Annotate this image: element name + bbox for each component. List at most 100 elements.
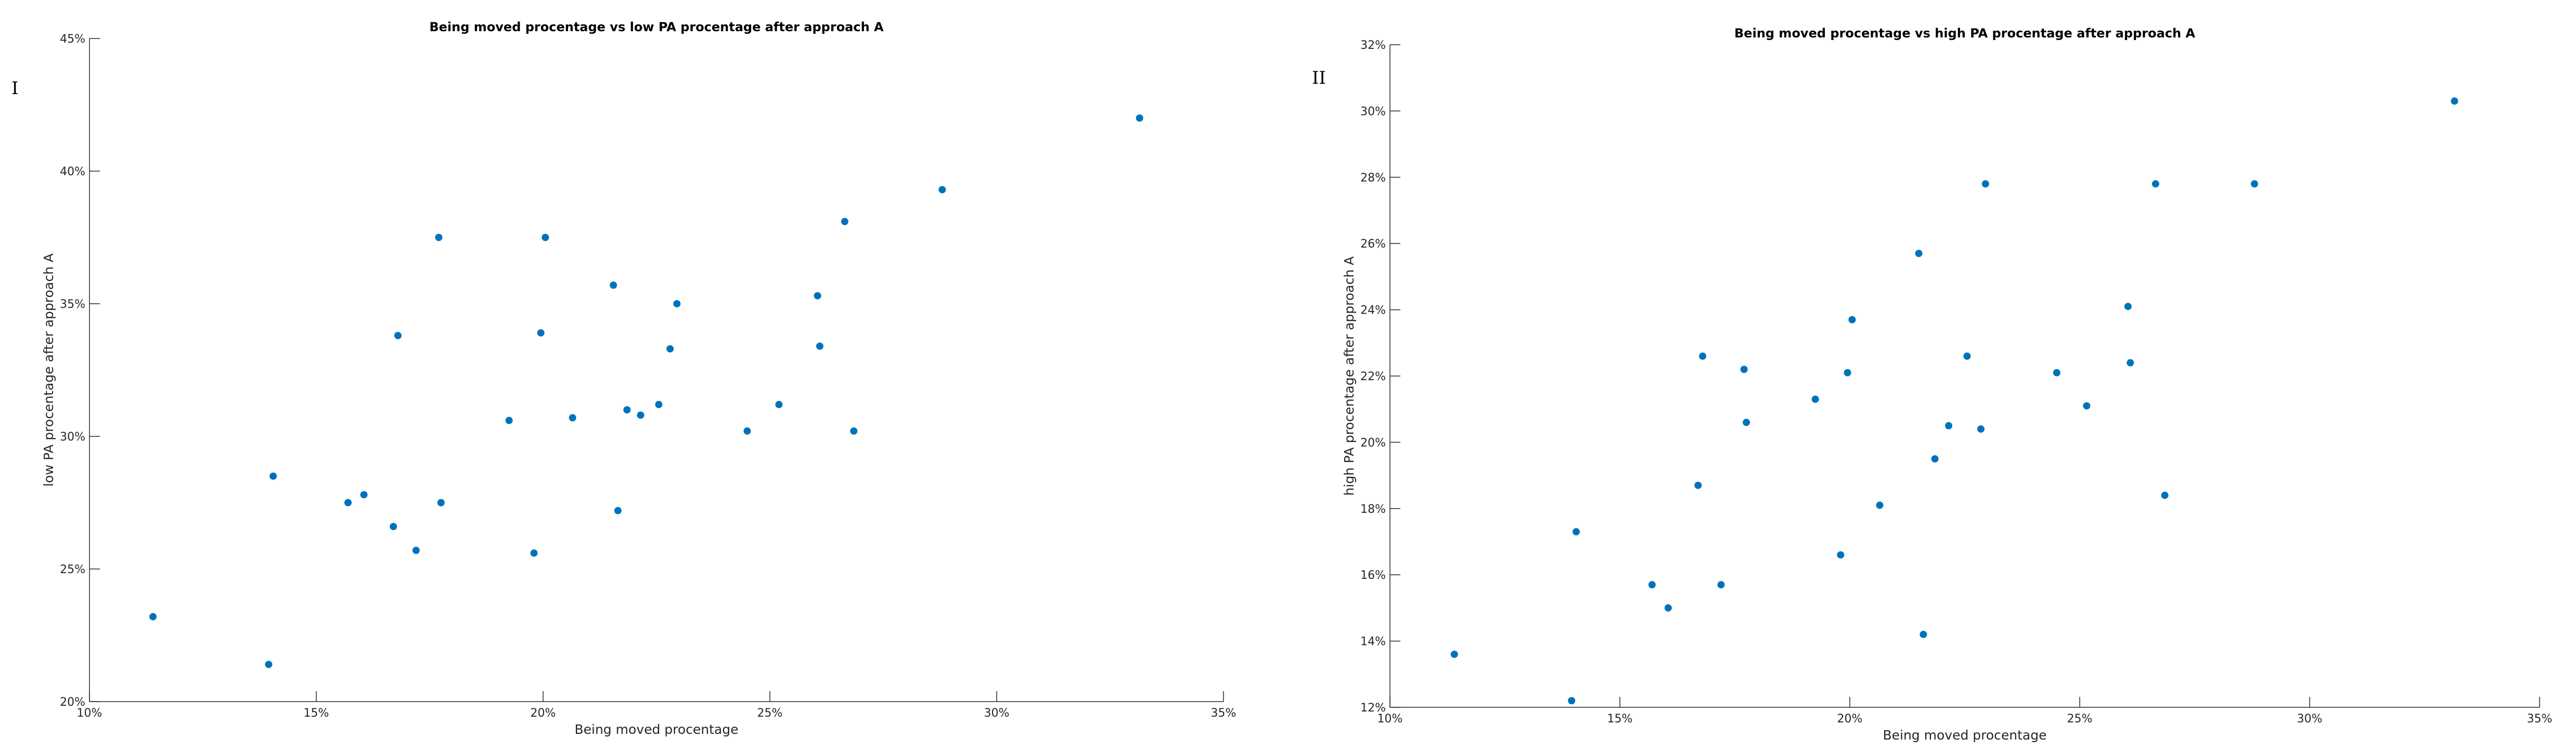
data-point <box>1844 369 1851 377</box>
data-point <box>614 507 622 514</box>
data-point <box>655 400 663 408</box>
data-point <box>569 414 576 422</box>
y-tick-label: 22% <box>1360 370 1386 383</box>
data-point <box>344 499 352 507</box>
data-point <box>269 472 277 480</box>
data-point <box>530 549 538 557</box>
x-tick-label: 35% <box>2527 713 2553 726</box>
data-point <box>2161 491 2169 499</box>
data-point <box>637 411 645 419</box>
x-tick-label: 15% <box>304 707 329 720</box>
data-point <box>814 292 821 300</box>
y-axis-label: low PA procentage after approach A <box>41 253 56 486</box>
x-tick-label: 25% <box>757 707 783 720</box>
y-tick-label: 28% <box>1360 172 1386 185</box>
panel-label-i: I <box>11 78 19 99</box>
data-point <box>1694 482 1702 489</box>
y-axis-label: high PA procentage after approach A <box>1342 256 1357 496</box>
data-point <box>938 186 946 193</box>
data-point <box>390 523 397 530</box>
y-tick-label: 24% <box>1360 304 1386 317</box>
data-point <box>673 300 681 307</box>
x-tick-label: 25% <box>2067 713 2093 726</box>
data-point <box>1920 630 1927 638</box>
data-point <box>1136 114 1143 122</box>
y-tick-label: 25% <box>60 563 85 576</box>
y-tick-label: 30% <box>1360 105 1386 118</box>
data-point <box>537 329 545 337</box>
data-point <box>1915 250 1923 257</box>
y-tick-label: 12% <box>1360 702 1386 715</box>
data-point <box>2451 97 2458 105</box>
y-tick-label: 26% <box>1360 238 1386 251</box>
data-point <box>2127 359 2134 367</box>
data-point <box>841 217 848 225</box>
data-point <box>2053 369 2060 377</box>
data-point <box>1664 604 1672 612</box>
x-tick-label: 30% <box>984 707 1010 720</box>
x-tick-label: 10% <box>77 707 102 720</box>
data-point <box>1743 419 1750 426</box>
data-point <box>1648 581 1656 589</box>
x-tick-label: 35% <box>1211 707 1237 720</box>
data-point <box>1450 651 1458 658</box>
data-point <box>149 613 157 620</box>
chart-title: Being moved procentage vs low PA procent… <box>429 20 884 34</box>
y-tick-label: 14% <box>1360 636 1386 649</box>
data-point <box>1963 352 1971 360</box>
data-point <box>1945 422 1953 430</box>
y-tick-label: 30% <box>60 431 85 444</box>
data-point <box>2124 303 2132 310</box>
x-tick-label: 15% <box>1607 713 1633 726</box>
y-tick-label: 16% <box>1360 569 1386 582</box>
data-point <box>412 547 420 554</box>
scatter-chart-high-pa: Being moved procentage vs high PA procen… <box>1342 26 2552 743</box>
data-point <box>1848 316 1856 323</box>
data-point <box>1837 551 1845 559</box>
data-point <box>1573 528 1580 536</box>
x-axis-label: Being moved procentage <box>1883 728 2046 743</box>
data-point <box>1876 501 1884 509</box>
x-tick-label: 20% <box>531 707 556 720</box>
y-tick-label: 18% <box>1360 503 1386 516</box>
y-tick-label: 20% <box>1360 436 1386 449</box>
data-point <box>1931 455 1939 463</box>
data-point <box>1811 395 1819 403</box>
x-axis-label: Being moved procentage <box>574 722 738 737</box>
chart-title: Being moved procentage vs high PA procen… <box>1734 26 2195 41</box>
data-point <box>1981 180 1989 188</box>
data-point <box>666 345 674 353</box>
y-tick-label: 32% <box>1360 39 1386 52</box>
scatter-chart-low-pa: Being moved procentage vs low PA procent… <box>41 20 1236 737</box>
data-point <box>437 499 445 507</box>
panel-label-ii: II <box>1312 68 1326 88</box>
data-point <box>623 406 631 413</box>
data-point <box>542 234 549 241</box>
data-point <box>435 234 443 241</box>
data-point <box>775 400 783 408</box>
x-tick-label: 10% <box>1377 713 1403 726</box>
data-point <box>1717 581 1725 589</box>
data-point <box>816 342 823 350</box>
data-point <box>265 661 273 668</box>
data-point <box>1568 697 1576 705</box>
data-point <box>505 417 513 424</box>
data-point <box>610 281 617 289</box>
data-point <box>394 332 402 340</box>
data-point <box>2083 402 2091 410</box>
y-tick-label: 45% <box>60 33 85 46</box>
data-point <box>850 427 858 435</box>
x-tick-label: 20% <box>1837 713 1863 726</box>
data-point <box>360 491 368 499</box>
y-tick-label: 35% <box>60 298 85 311</box>
data-point <box>1740 366 1748 373</box>
y-tick-label: 40% <box>60 165 85 178</box>
data-point <box>743 427 751 435</box>
data-point <box>2152 180 2159 188</box>
data-point <box>2250 180 2258 188</box>
data-point <box>1699 352 1707 360</box>
y-tick-label: 20% <box>60 696 85 709</box>
x-tick-label: 30% <box>2297 713 2323 726</box>
data-point <box>1977 425 1985 433</box>
